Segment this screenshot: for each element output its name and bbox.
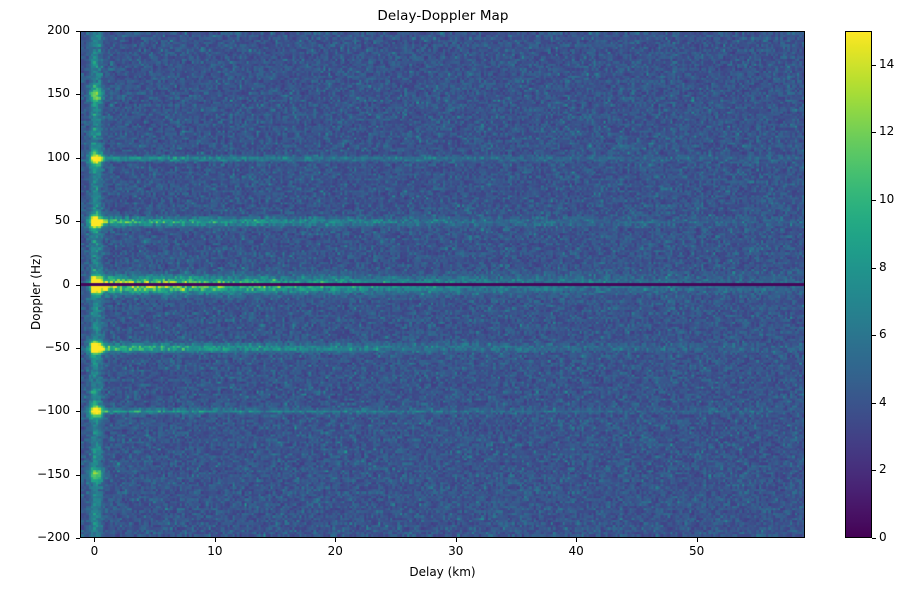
x-tick-mark bbox=[455, 538, 457, 542]
colorbar-tick-label: 12 bbox=[879, 124, 895, 139]
colorbar-tick-mark bbox=[872, 402, 876, 404]
x-tick-mark bbox=[576, 538, 578, 542]
colorbar-tick-mark bbox=[872, 64, 876, 66]
x-tick-label: 30 bbox=[448, 544, 464, 558]
y-tick-label: 100 bbox=[47, 149, 70, 164]
delay-doppler-heatmap-axes bbox=[80, 31, 805, 538]
heatmap-canvas bbox=[81, 32, 804, 537]
y-tick-label: −150 bbox=[37, 466, 70, 481]
colorbar-tick-mark bbox=[872, 470, 876, 472]
x-tick-mark bbox=[696, 538, 698, 542]
colorbar-tick-label: 0 bbox=[879, 530, 887, 544]
colorbar-tick-mark bbox=[872, 132, 876, 134]
y-tick-mark bbox=[76, 347, 80, 349]
x-tick-mark bbox=[335, 538, 337, 542]
y-tick-mark bbox=[76, 94, 80, 96]
x-axis-label: Delay (km) bbox=[409, 565, 476, 579]
x-tick-mark bbox=[94, 538, 96, 542]
y-tick-label: 200 bbox=[47, 23, 70, 37]
colorbar bbox=[845, 31, 872, 538]
y-tick-label: −100 bbox=[37, 403, 70, 418]
y-tick-mark bbox=[76, 221, 80, 223]
x-tick-label: 40 bbox=[568, 544, 584, 558]
y-axis-label: Doppler (Hz) bbox=[29, 254, 43, 330]
chart-title: Delay-Doppler Map bbox=[377, 8, 509, 24]
colorbar-tick-label: 4 bbox=[879, 394, 887, 409]
x-tick-mark bbox=[214, 538, 216, 542]
colorbar-tick-mark bbox=[872, 335, 876, 337]
colorbar-tick-mark bbox=[872, 267, 876, 269]
colorbar-tick-label: 14 bbox=[879, 56, 895, 71]
colorbar-tick-label: 10 bbox=[879, 192, 895, 206]
colorbar-tick-label: 2 bbox=[879, 462, 887, 477]
x-tick-label: 50 bbox=[688, 544, 705, 558]
x-tick-label: 10 bbox=[207, 544, 223, 558]
colorbar-tick-label: 8 bbox=[879, 259, 887, 274]
y-tick-mark bbox=[76, 411, 80, 413]
y-tick-label: 0 bbox=[62, 276, 70, 291]
colorbar-gradient bbox=[846, 32, 871, 537]
y-tick-mark bbox=[76, 157, 80, 159]
y-tick-mark bbox=[76, 31, 80, 32]
colorbar-tick-mark bbox=[872, 200, 876, 201]
y-tick-label: 150 bbox=[47, 86, 70, 101]
y-tick-mark bbox=[76, 474, 80, 476]
x-tick-label: 0 bbox=[90, 544, 99, 558]
y-tick-label: −200 bbox=[37, 530, 70, 544]
y-tick-mark bbox=[76, 284, 80, 286]
y-tick-label: −50 bbox=[44, 339, 70, 354]
colorbar-tick-mark bbox=[872, 538, 876, 539]
colorbar-tick-label: 6 bbox=[879, 327, 887, 342]
y-tick-label: 50 bbox=[54, 213, 70, 228]
y-tick-mark bbox=[76, 538, 80, 539]
x-tick-label: 20 bbox=[327, 544, 343, 558]
